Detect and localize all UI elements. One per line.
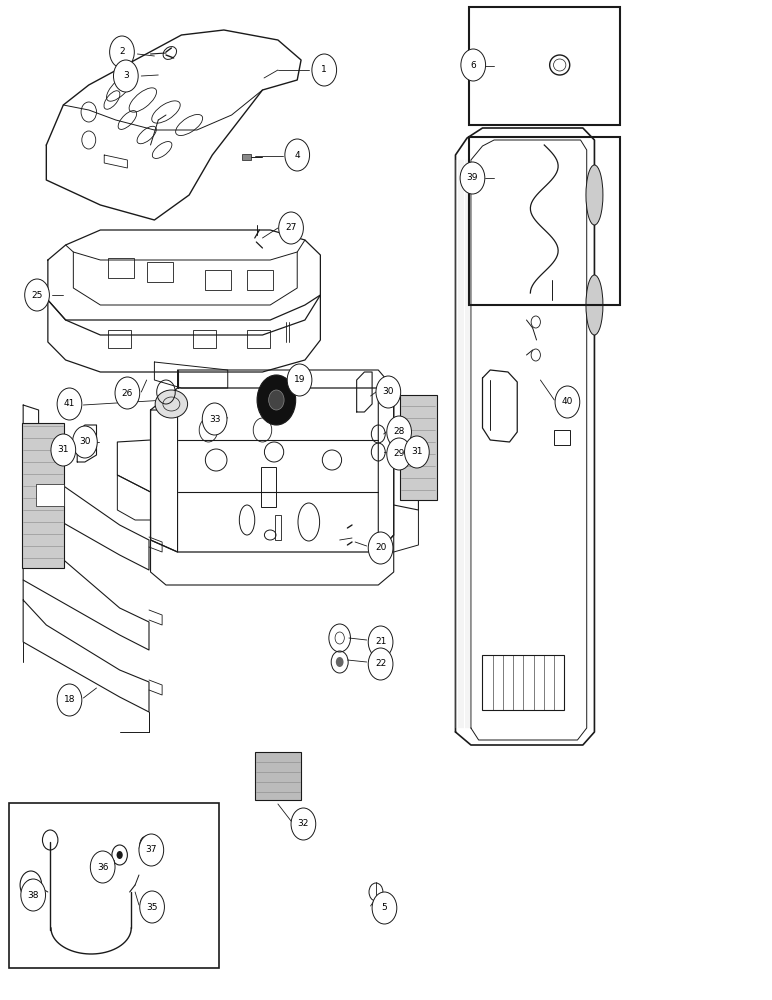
- Bar: [108, 330, 131, 348]
- Circle shape: [376, 376, 401, 408]
- Text: 31: 31: [58, 446, 69, 454]
- Circle shape: [139, 834, 164, 866]
- Circle shape: [279, 212, 303, 244]
- Text: 30: 30: [80, 438, 90, 446]
- Bar: [400, 395, 437, 500]
- Bar: [469, 137, 620, 305]
- Circle shape: [461, 49, 486, 81]
- Circle shape: [460, 162, 485, 194]
- Circle shape: [387, 438, 411, 470]
- Bar: [255, 752, 301, 800]
- Circle shape: [90, 851, 115, 883]
- Bar: [247, 330, 270, 348]
- Text: 1: 1: [321, 66, 327, 75]
- Circle shape: [368, 626, 393, 658]
- Text: 38: 38: [28, 890, 39, 900]
- Bar: [469, 7, 620, 125]
- Bar: [9, 803, 219, 968]
- Text: 6: 6: [470, 60, 476, 70]
- Bar: [36, 484, 64, 506]
- Circle shape: [117, 851, 123, 859]
- Text: 32: 32: [298, 820, 309, 828]
- Text: 27: 27: [286, 224, 296, 232]
- Circle shape: [405, 436, 429, 468]
- Text: 30: 30: [383, 387, 394, 396]
- Circle shape: [387, 416, 411, 448]
- Circle shape: [336, 657, 344, 667]
- Circle shape: [368, 532, 393, 564]
- Circle shape: [110, 36, 134, 68]
- Circle shape: [51, 434, 76, 466]
- Circle shape: [202, 403, 227, 435]
- Bar: [275, 515, 281, 540]
- Bar: [247, 270, 273, 290]
- Circle shape: [372, 892, 397, 924]
- Text: 37: 37: [146, 846, 157, 854]
- Text: 39: 39: [467, 174, 478, 182]
- Bar: [261, 467, 276, 507]
- Circle shape: [555, 386, 580, 418]
- Text: 19: 19: [294, 375, 305, 384]
- Circle shape: [368, 648, 393, 680]
- Text: 31: 31: [411, 448, 422, 456]
- Circle shape: [25, 279, 49, 311]
- Text: 18: 18: [64, 696, 75, 704]
- Text: 2: 2: [119, 47, 125, 56]
- Circle shape: [287, 364, 312, 396]
- Text: 40: 40: [562, 397, 573, 406]
- Bar: [242, 154, 251, 160]
- Circle shape: [291, 808, 316, 840]
- Text: 28: 28: [394, 428, 405, 436]
- Circle shape: [57, 684, 82, 716]
- Bar: [205, 270, 231, 290]
- Text: 29: 29: [394, 450, 405, 458]
- Circle shape: [26, 879, 36, 891]
- Text: 26: 26: [122, 388, 133, 397]
- Bar: [147, 262, 173, 282]
- Text: 4: 4: [294, 150, 300, 159]
- Text: 25: 25: [32, 290, 42, 300]
- Ellipse shape: [586, 165, 603, 225]
- Bar: [22, 423, 64, 568]
- Circle shape: [73, 426, 97, 458]
- Circle shape: [269, 390, 284, 410]
- Text: 20: 20: [375, 544, 386, 552]
- Circle shape: [140, 836, 154, 854]
- Text: 36: 36: [97, 862, 108, 871]
- Text: 22: 22: [375, 660, 386, 668]
- Bar: [193, 330, 216, 348]
- Text: 35: 35: [147, 902, 157, 912]
- Circle shape: [115, 377, 140, 409]
- Text: 41: 41: [64, 399, 75, 408]
- Bar: [482, 655, 564, 710]
- Circle shape: [312, 54, 337, 86]
- Ellipse shape: [586, 275, 603, 335]
- Text: 3: 3: [123, 72, 129, 81]
- Text: 21: 21: [375, 638, 386, 647]
- Text: 33: 33: [209, 414, 220, 424]
- Circle shape: [113, 60, 138, 92]
- Text: 5: 5: [381, 904, 388, 912]
- Circle shape: [257, 375, 296, 425]
- Bar: [554, 430, 570, 445]
- Ellipse shape: [155, 390, 188, 418]
- Circle shape: [285, 139, 310, 171]
- Circle shape: [21, 879, 46, 911]
- Circle shape: [57, 388, 82, 420]
- Bar: [108, 258, 134, 278]
- Circle shape: [140, 891, 164, 923]
